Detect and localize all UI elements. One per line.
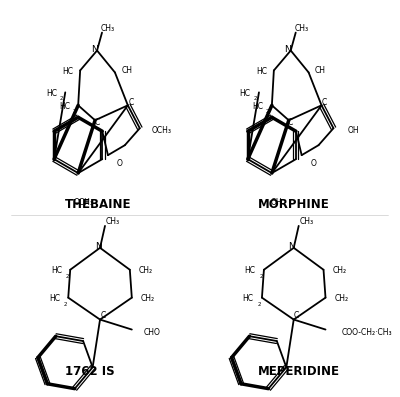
Text: 2: 2 xyxy=(253,96,257,101)
Text: C: C xyxy=(294,311,299,320)
Text: MEPERIDINE: MEPERIDINE xyxy=(258,365,340,378)
Text: 2: 2 xyxy=(266,109,270,114)
Text: OCH₃: OCH₃ xyxy=(152,126,172,135)
Text: N: N xyxy=(91,45,98,54)
Text: HC: HC xyxy=(46,89,57,98)
Text: 1762 IS: 1762 IS xyxy=(65,365,115,378)
Text: 2: 2 xyxy=(257,302,261,307)
Text: COO-CH₂·CH₃: COO-CH₂·CH₃ xyxy=(342,328,392,337)
Text: C: C xyxy=(288,118,293,127)
Text: HC: HC xyxy=(256,67,268,76)
Text: OH: OH xyxy=(271,198,283,208)
Text: C: C xyxy=(94,118,100,127)
Text: 2: 2 xyxy=(66,274,69,279)
Text: 2: 2 xyxy=(72,109,76,114)
Text: HC: HC xyxy=(244,266,256,275)
Text: 2: 2 xyxy=(259,274,263,279)
Text: N: N xyxy=(288,242,295,251)
Text: HC: HC xyxy=(63,67,74,76)
Text: 2: 2 xyxy=(64,302,67,307)
Text: CH₃: CH₃ xyxy=(101,24,115,33)
Text: CH₃: CH₃ xyxy=(300,218,314,226)
Text: HC: HC xyxy=(252,102,264,111)
Text: O: O xyxy=(311,159,316,168)
Text: CH: CH xyxy=(315,66,326,75)
Text: C: C xyxy=(128,98,134,107)
Text: HC: HC xyxy=(242,294,254,303)
Text: N: N xyxy=(95,242,102,251)
Text: CH₂: CH₂ xyxy=(139,266,153,275)
Text: HC: HC xyxy=(49,294,60,303)
Text: CH₂: CH₂ xyxy=(334,294,348,303)
Text: C: C xyxy=(322,98,327,107)
Text: CH₃: CH₃ xyxy=(295,24,309,33)
Text: 2: 2 xyxy=(60,96,63,101)
Text: HC: HC xyxy=(59,102,70,111)
Text: CH₂: CH₂ xyxy=(141,294,155,303)
Text: CHO: CHO xyxy=(143,328,160,337)
Text: OCH₃: OCH₃ xyxy=(73,198,93,208)
Text: OH: OH xyxy=(348,126,359,135)
Text: N: N xyxy=(284,45,291,54)
Text: CH: CH xyxy=(121,66,132,75)
Text: CH₂: CH₂ xyxy=(332,266,346,275)
Text: THEBAINE: THEBAINE xyxy=(65,198,131,212)
Text: HC: HC xyxy=(240,89,250,98)
Text: MORPHINE: MORPHINE xyxy=(258,198,330,212)
Text: C: C xyxy=(100,311,106,320)
Text: O: O xyxy=(117,159,123,168)
Text: CH₃: CH₃ xyxy=(106,218,120,226)
Text: HC: HC xyxy=(51,266,62,275)
